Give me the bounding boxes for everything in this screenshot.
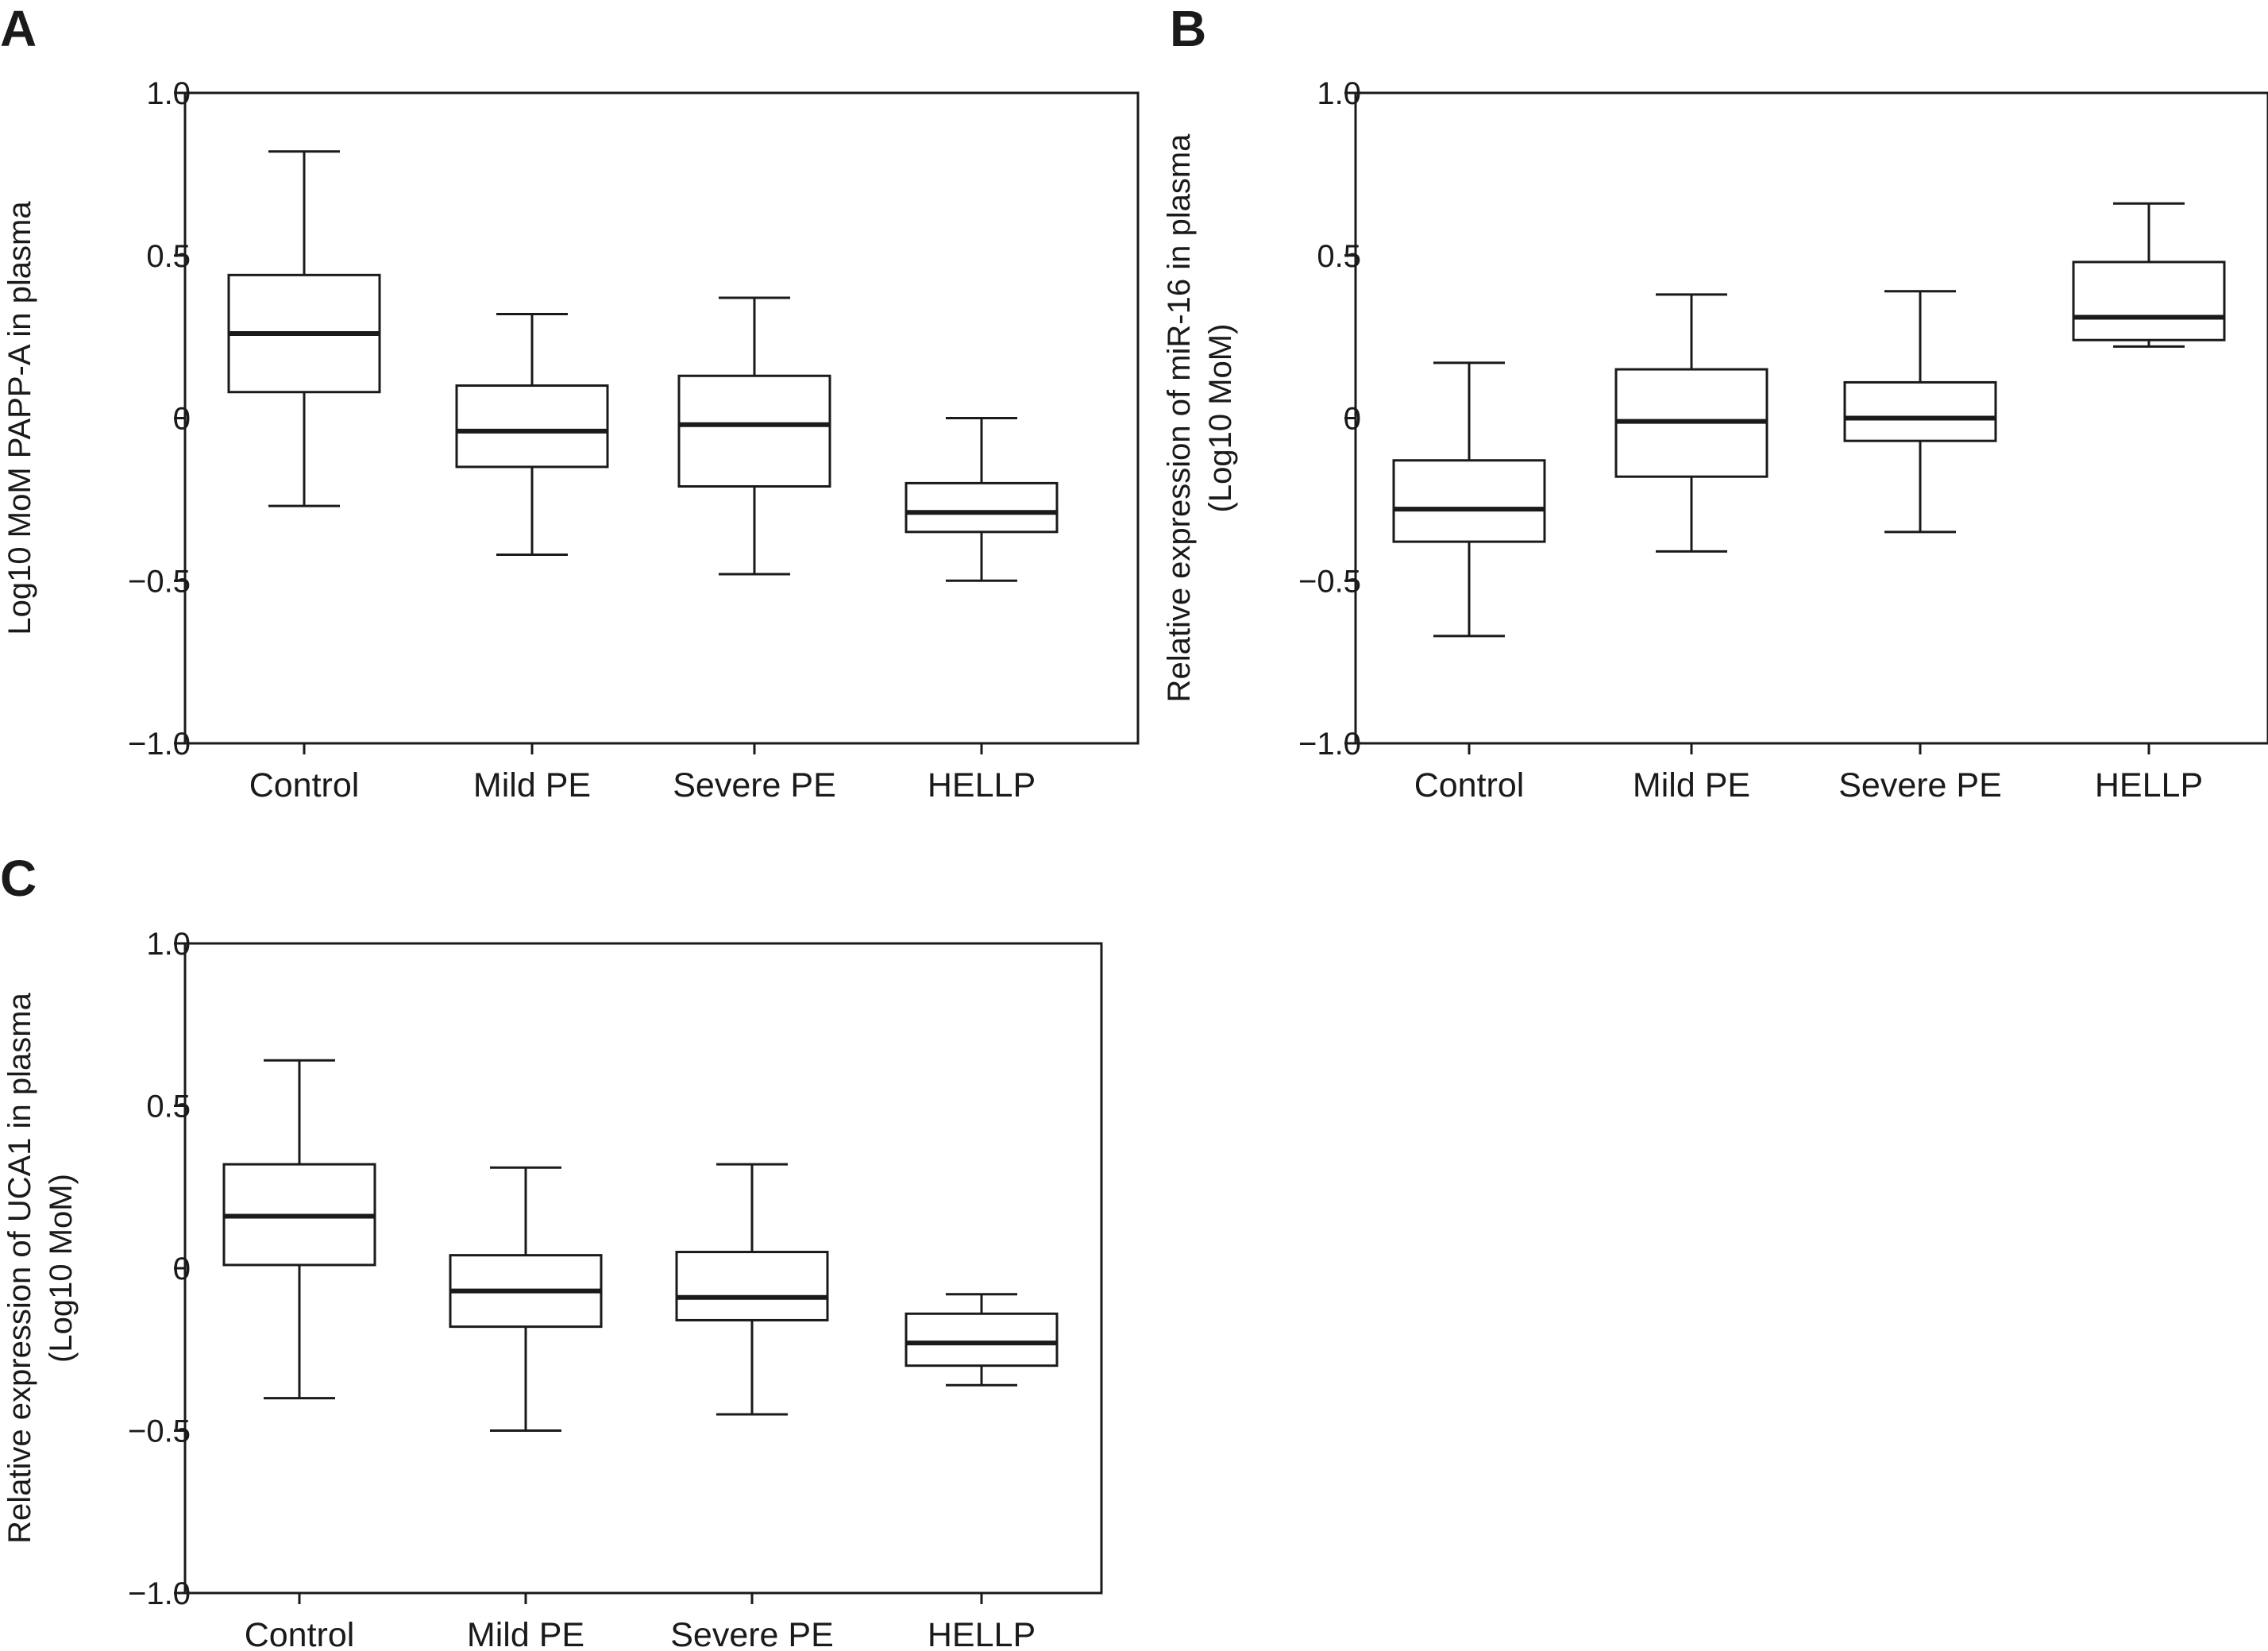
y-tick-label: −0.5 [128,564,191,599]
box-hellp [2072,202,2226,348]
interquartile-box [1843,380,1997,442]
panel-b: B 1.0 0.5 0 −0.5 −1.0 Relative expression of m… [1162,0,2268,804]
panel-letter: B [1170,0,1206,57]
interquartile-box [904,481,1059,534]
interquartile-box [677,374,831,488]
interquartile-box [1392,459,1546,543]
x-tick-label: HELLP [2095,766,2203,804]
box-mild-pe [455,312,609,556]
x-tick-label: Mild PE [467,1616,584,1651]
box-hellp [904,1293,1059,1387]
x-tick-label: HELLP [928,1616,1036,1651]
y-tick-label: −1.0 [128,1576,191,1611]
x-tick-label: Control [245,1616,355,1651]
plot-frame [183,942,1103,1595]
box-control [1392,361,1546,638]
x-tick-label: Mild PE [473,766,591,804]
box-control [222,1059,376,1400]
box-severe-pe [1843,290,1997,534]
box-control [227,150,381,507]
box-severe-pe [675,1163,829,1416]
y-axis-title: (Log10 MoM) [1203,324,1238,513]
panel-a: A 1.0 0.5 0 −0.5 −1.0 Log10 MoM PAPP-A in plas… [0,0,1140,804]
y-tick-label: 0 [173,402,191,437]
x-tick-label: Control [249,766,360,804]
plot-frame [1354,91,2268,745]
y-tick-label: 1.0 [1317,76,1361,111]
interquartile-box [904,1312,1059,1367]
box-hellp [904,417,1059,582]
y-tick-label: 1.0 [146,76,191,111]
y-tick-label: 0 [173,1252,191,1286]
y-tick-label: −0.5 [1298,564,1361,599]
y-tick-label: −1.0 [1298,727,1361,762]
panel-c: C 1.0 0.5 0 −0.5 −1.0 Relative expression of U… [0,850,1103,1651]
interquartile-box [675,1251,829,1321]
y-tick-label: 1.0 [146,927,191,962]
y-tick-label: −0.5 [128,1414,191,1449]
interquartile-box [455,384,609,469]
x-tick-label: Severe PE [673,766,836,804]
panel-letter: C [0,850,37,907]
y-axis-title: Log10 MoM PAPP-A in plasma [2,201,37,635]
box-mild-pe [449,1166,603,1432]
panel-letter: A [0,0,37,57]
y-tick-label: 0.5 [1317,239,1361,274]
y-axis-title: Relative expression of UCA1 in plasma [2,992,37,1543]
y-axis-title: (Log10 MoM) [44,1174,79,1363]
x-tick-label: Mild PE [1633,766,1750,804]
x-tick-label: Severe PE [1838,766,2002,804]
y-axis-title: Relative expression of miR-16 in plasma [1162,133,1197,703]
y-tick-label: 0.5 [146,239,191,274]
x-tick-label: Control [1414,766,1525,804]
x-tick-label: HELLP [928,766,1036,804]
y-tick-label: 0.5 [146,1090,191,1124]
interquartile-box [2072,260,2226,341]
y-tick-label: 0 [1344,402,1361,437]
box-mild-pe [1614,293,1768,553]
x-tick-label: Severe PE [670,1616,834,1651]
box-severe-pe [677,296,831,576]
y-tick-label: −1.0 [128,727,191,762]
